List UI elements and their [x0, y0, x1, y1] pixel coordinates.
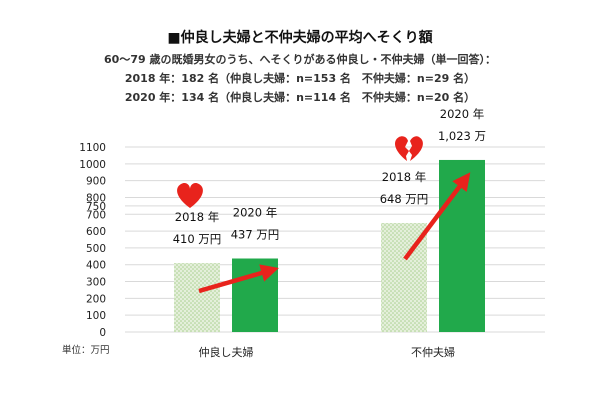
x-axis-categories: 仲良し夫婦 不仲夫婦 — [199, 345, 456, 359]
bar-year-label-2018-1: 2018 年 — [382, 170, 426, 184]
y-tick-label-1100: 1100 — [79, 142, 106, 154]
bar-value-label-2020-0: 437 万円 — [231, 228, 280, 242]
y-tick-label-200: 200 — [86, 293, 106, 305]
y-tick-label-0: 0 — [99, 327, 106, 339]
category-label-0: 仲良し夫婦 — [199, 345, 254, 359]
bar-year-label-2020-1: 2020 年 — [440, 107, 484, 121]
y-tick-label-400: 400 — [86, 260, 106, 272]
y-tick-label-300: 300 — [86, 277, 106, 289]
bar-year-label-2018-0: 2018 年 — [175, 210, 219, 224]
category-label-1: 不仲夫婦 — [411, 345, 455, 359]
y-tick-label-500: 500 — [86, 243, 106, 255]
unit-label: 単位：万円 — [62, 344, 110, 356]
bar-2018-0 — [174, 263, 220, 332]
y-tick-label-800: 800 — [86, 192, 106, 204]
chart-title: ■仲良し夫婦と不仲夫婦の平均へそくり額 — [167, 29, 432, 46]
y-tick-label-750: 750 — [86, 201, 106, 213]
y-tick-label-600: 600 — [86, 226, 106, 238]
broken-heart-icon — [395, 136, 423, 161]
trend-arrow-nakayoshi — [198, 264, 279, 294]
chart-subtitle-line-2: 2018 年：182 名（仲良し夫婦：n=153 名 不仲夫婦：n=29 名） — [125, 71, 475, 85]
bar-value-label-2018-1: 648 万円 — [380, 192, 429, 206]
chart-subtitle-line-3: 2020 年：134 名（仲良し夫婦：n=114 名 不仲夫婦：n=20 名） — [125, 90, 475, 104]
bar-year-label-2020-0: 2020 年 — [233, 206, 277, 220]
bar-value-label-2020-1: 1,023 万 — [438, 129, 486, 143]
y-tick-label-900: 900 — [86, 176, 106, 188]
chart-subtitle-line-1: 60～79 歳の既婚男女のうち、へそくりがある仲良し・不仲夫婦（単一回答）： — [104, 52, 496, 66]
y-tick-label-700: 700 — [86, 209, 106, 221]
y-tick-label-100: 100 — [86, 310, 106, 322]
bar-value-label-2018-0: 410 万円 — [173, 232, 222, 246]
heart-icon — [177, 182, 203, 208]
data-labels: 2018 年 410 万円 2020 年 437 万円 2018 年 648 万円 2020… — [173, 107, 486, 246]
trend-arrow-funaka — [403, 172, 471, 261]
y-tick-label-1000: 1000 — [79, 159, 106, 171]
